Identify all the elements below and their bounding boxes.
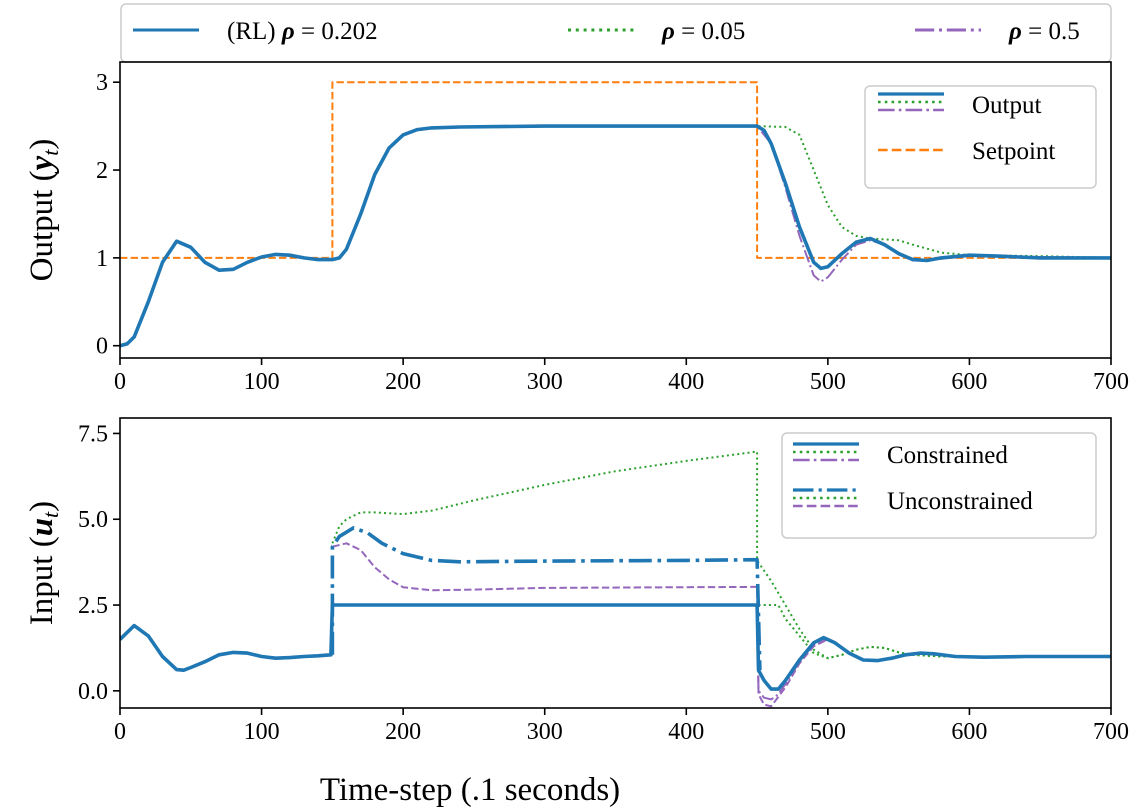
x-tick-label: 700 [1093,369,1129,395]
legend-entry: Setpoint [878,138,1055,165]
y-tick-label: 0.0 [78,679,108,705]
plot-legend: Output Setpoint [864,85,1097,189]
input-plot: 0 100 200 300 400 500 600 700 0.0 2.5 5.0 7.5 Input … [24,417,1129,745]
legend-label: Setpoint [972,138,1055,165]
series-rl_rho_0.202 [120,124,1111,348]
x-tick-label: 500 [810,719,846,745]
series-unconstrained_rho_0.05 [331,450,1111,660]
legend-label: Unconstrained [887,488,1033,515]
x-tick-label: 300 [527,719,563,745]
x-tick-label: 200 [385,719,421,745]
legend-entry: ρ = 0.05 [568,18,745,45]
y-tick-label: 1 [96,246,108,272]
legend-label: Output [972,92,1042,119]
legend-label: (RL) ρ = 0.202 [227,18,378,45]
output-plot: 0 100 200 300 400 500 600 700 0 1 2 3 Output (yt) Out… [24,61,1129,395]
top-legend: (RL) ρ = 0.202 ρ = 0.05 ρ = 0.5 [120,3,1112,63]
y-tick-label: 7.5 [78,421,108,447]
series-unconstrained_rl [330,525,762,671]
y-tick-label: 3 [96,70,108,96]
legend-entry: ρ = 0.5 [915,18,1080,45]
series-constrained_rho_0.05 [742,604,1111,660]
y-tick-label: 0 [96,334,108,360]
x-tick-label: 400 [668,719,704,745]
legend-label: ρ = 0.05 [661,18,745,45]
legend-entry: Unconstrained [793,488,1033,515]
legend-entry: Output [878,92,1042,119]
x-tick-label: 200 [385,369,421,395]
series-constrained_rl [120,603,1111,691]
x-tick-label: 700 [1093,719,1129,745]
y-tick-label: 2 [96,158,108,184]
series-group [120,81,1111,348]
x-tick-label: 600 [951,369,987,395]
x-tick-label: 300 [527,369,563,395]
plot-legend: Constrained Unconstrained [781,432,1097,539]
x-tick-label: 100 [244,719,280,745]
legend-label: ρ = 0.5 [1008,18,1080,45]
legend-entry: (RL) ρ = 0.202 [133,18,378,45]
y-tick-label: 2.5 [78,593,108,619]
y-tick-label: 5.0 [78,507,108,533]
series-rho_0.05 [742,125,1111,259]
legend-entry: Constrained [793,442,1008,469]
series-unconstrained_rho_0.5 [332,542,829,708]
legend-label: Constrained [887,442,1008,469]
y-axis-label: Output (yt) [24,139,63,282]
x-axis-label: Time-step (.1 seconds) [320,772,620,808]
x-tick-label: 100 [244,369,280,395]
axes-frame [119,417,1112,709]
x-tick-label: 400 [668,369,704,395]
x-tick-label: 0 [114,369,126,395]
x-tick-label: 0 [114,719,126,745]
x-tick-label: 600 [951,719,987,745]
x-tick-label: 500 [810,369,846,395]
y-axis-label: Input (ut) [24,501,63,625]
axes-frame [119,61,1112,359]
series-group [120,450,1111,708]
